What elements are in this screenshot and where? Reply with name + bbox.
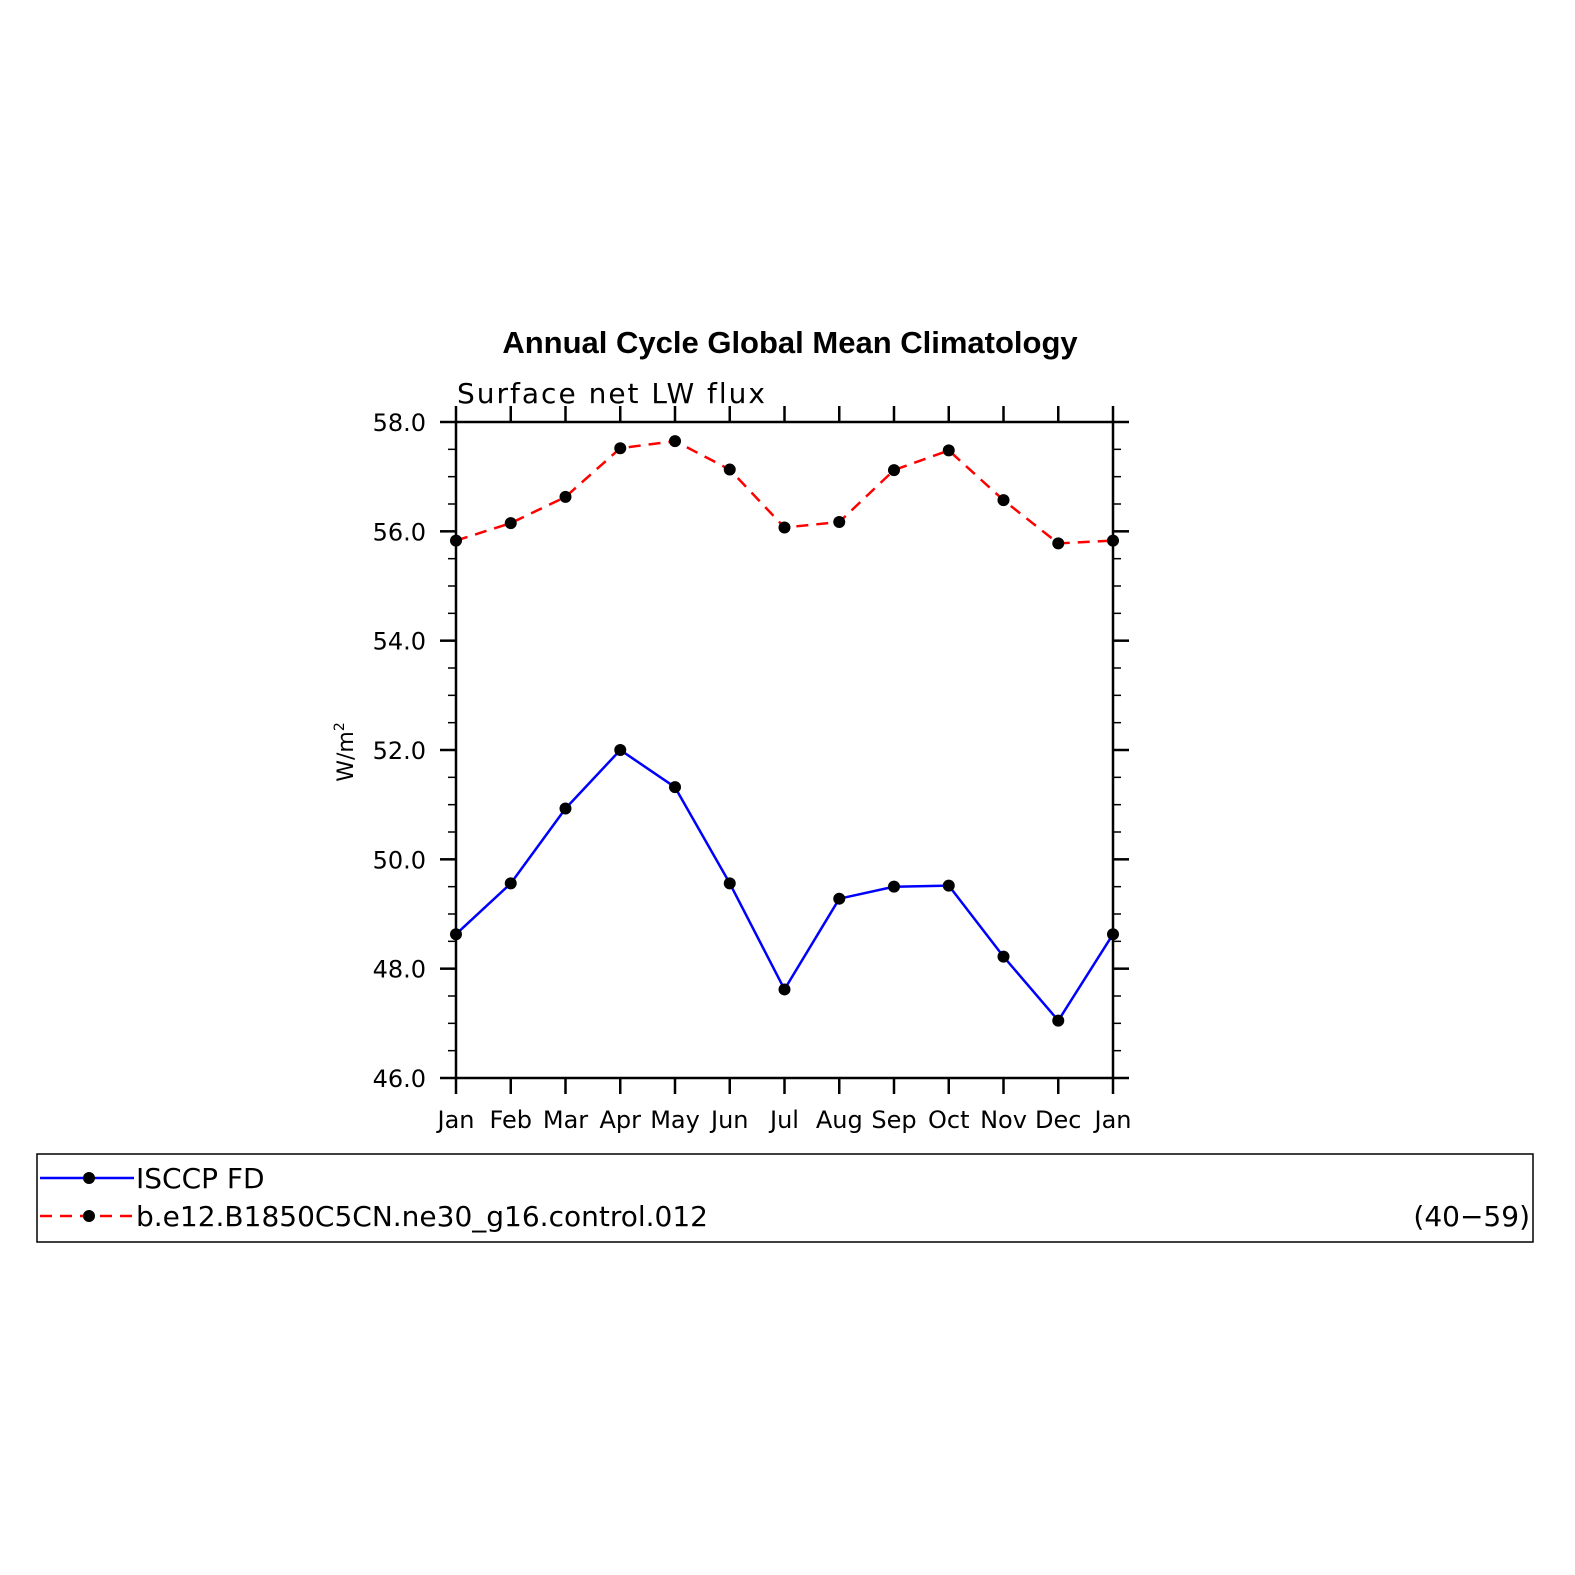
y-tick-label: 56.0 bbox=[373, 518, 426, 546]
x-tick-label: Feb bbox=[490, 1106, 533, 1134]
y-axis-label-superscript: 2 bbox=[332, 722, 348, 731]
chart-title: Annual Cycle Global Mean Climatology bbox=[502, 325, 1078, 360]
y-tick-labels: 46.0 48.0 50.0 52.0 54.0 56.0 58.0 bbox=[373, 409, 426, 1093]
y-tick-label: 50.0 bbox=[373, 846, 426, 874]
legend-box bbox=[36, 1153, 1534, 1243]
data-point bbox=[1107, 928, 1119, 941]
data-point bbox=[723, 877, 736, 890]
x-tick-label: Nov bbox=[980, 1106, 1027, 1134]
x-tick-label: Oct bbox=[928, 1106, 970, 1134]
data-point bbox=[450, 928, 462, 941]
x-tick-label: Jul bbox=[768, 1106, 799, 1134]
x-tick-label: Jun bbox=[709, 1106, 749, 1134]
series-line bbox=[455, 748, 1115, 1022]
series-1 bbox=[450, 744, 1119, 1027]
y-tick-label: 58.0 bbox=[373, 409, 426, 437]
data-point bbox=[997, 494, 1010, 507]
data-point bbox=[778, 983, 791, 996]
data-point bbox=[614, 744, 627, 756]
y-axis-label-text: W/m bbox=[334, 731, 359, 782]
x-tick-label: Jan bbox=[436, 1106, 475, 1134]
data-point bbox=[1052, 537, 1065, 550]
series-2 bbox=[450, 435, 1119, 550]
data-point bbox=[504, 517, 517, 530]
data-point bbox=[833, 516, 846, 529]
data-point bbox=[504, 877, 517, 890]
svg-text:W/m2: W/m2 bbox=[332, 722, 359, 782]
legend-marker bbox=[83, 1172, 95, 1184]
series-layer bbox=[450, 435, 1119, 1027]
y-tick-label: 48.0 bbox=[373, 956, 426, 984]
legend-label: ISCCP FD bbox=[136, 1162, 265, 1195]
data-point bbox=[888, 464, 900, 477]
data-point bbox=[1052, 1014, 1065, 1027]
data-point bbox=[450, 534, 462, 547]
data-point bbox=[669, 781, 681, 794]
x-tick-label: May bbox=[650, 1106, 700, 1134]
axis-ticks bbox=[440, 406, 1129, 1094]
legend-marker bbox=[83, 1210, 95, 1222]
data-point bbox=[723, 463, 736, 476]
data-point bbox=[614, 442, 627, 455]
data-point bbox=[942, 879, 955, 892]
data-point bbox=[559, 802, 572, 815]
data-point bbox=[1107, 534, 1119, 547]
plot-frame bbox=[454, 420, 1115, 1080]
data-point bbox=[669, 435, 681, 448]
data-point bbox=[833, 892, 846, 905]
x-tick-label: Aug bbox=[816, 1106, 863, 1134]
legend-item-1: ISCCP FD bbox=[40, 1162, 265, 1195]
legend-note: (40−59) bbox=[1413, 1200, 1530, 1233]
y-axis-label: W/m2 bbox=[332, 722, 359, 782]
x-tick-label: Sep bbox=[871, 1106, 916, 1134]
x-tick-labels: Jan Feb Mar Apr May Jun Jul Aug Sep Oct Nov Dec Jan bbox=[436, 1106, 1132, 1134]
y-tick-label: 52.0 bbox=[373, 737, 426, 765]
y-tick-label: 54.0 bbox=[373, 628, 426, 656]
x-tick-label: Jan bbox=[1093, 1106, 1132, 1134]
data-point bbox=[997, 950, 1010, 963]
x-tick-label: Mar bbox=[543, 1106, 588, 1134]
x-tick-label: Apr bbox=[599, 1106, 641, 1134]
data-point bbox=[778, 521, 791, 534]
x-tick-label: Dec bbox=[1035, 1106, 1081, 1134]
legend: ISCCP FD b.e12.B1850C5CN.ne30_g16.control… bbox=[36, 1153, 1534, 1243]
data-point bbox=[559, 490, 572, 503]
chart-subtitle: Surface net LW flux bbox=[457, 377, 767, 410]
legend-label: b.e12.B1850C5CN.ne30_g16.control.012 bbox=[136, 1200, 708, 1233]
legend-item-2: b.e12.B1850C5CN.ne30_g16.control.012 bbox=[40, 1200, 708, 1233]
plot-area-border bbox=[454, 420, 1115, 1080]
data-point bbox=[942, 444, 955, 457]
data-point bbox=[888, 880, 900, 893]
y-tick-label: 46.0 bbox=[373, 1065, 426, 1093]
